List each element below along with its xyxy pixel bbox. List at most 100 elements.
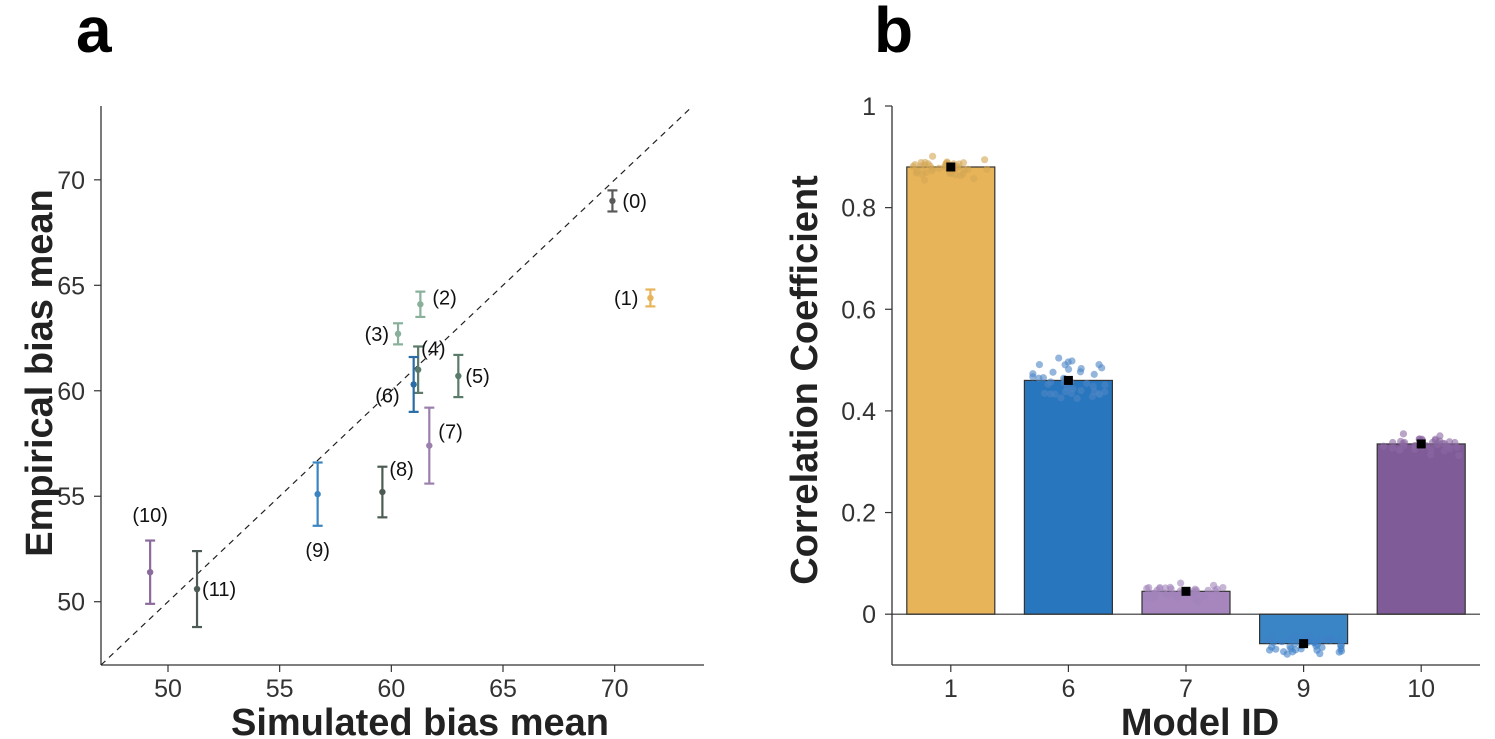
- mean-marker: [1063, 375, 1073, 385]
- scatter-panel: 50 55 60 65 70 50 55 60 65 70 (0) (1) (2) (3) (4) (5) (…: [19, 105, 704, 739]
- sample-dot: [1098, 364, 1106, 372]
- sample-dot: [1064, 365, 1073, 373]
- sample-dot: [1316, 636, 1325, 644]
- sample-dot: [1029, 373, 1037, 381]
- sample-dot: [1172, 593, 1181, 601]
- sample-dot: [981, 156, 989, 164]
- data-point-group: (2): [415, 287, 457, 319]
- sample-dot: [1073, 394, 1081, 403]
- sample-dot: [1090, 370, 1098, 378]
- sample-dot: [1035, 374, 1043, 382]
- sample-dot: [1455, 451, 1463, 460]
- data-point-group: (6): [375, 355, 419, 413]
- y-tick-label: 0: [862, 601, 876, 629]
- mean-marker: [1416, 439, 1426, 449]
- panel-b-letter: b: [874, 0, 913, 66]
- data-point: [394, 330, 402, 338]
- bar-group: 1: [906, 152, 996, 703]
- sample-dot: [983, 165, 991, 173]
- point-label: (0): [622, 191, 646, 213]
- sample-dot: [1322, 636, 1330, 644]
- y-tick-label: 0.6: [841, 296, 876, 324]
- y-tick-label: 0.8: [841, 195, 876, 223]
- sample-dot: [1055, 354, 1063, 362]
- data-point: [146, 568, 154, 576]
- sample-dot: [1283, 650, 1291, 658]
- sample-dot: [1278, 638, 1286, 646]
- point-label: (3): [365, 324, 389, 346]
- data-point-group: (7): [424, 406, 463, 485]
- sample-dot: [1263, 636, 1272, 644]
- sample-dot: [1436, 432, 1444, 440]
- y-tick-label: 0.2: [841, 500, 876, 528]
- data-point-group: (11): [192, 549, 236, 629]
- point-label: (10): [132, 505, 168, 527]
- sample-dot: [1399, 430, 1408, 438]
- sample-dot: [913, 167, 921, 176]
- sample-dot: [920, 176, 929, 184]
- sample-dot: [935, 164, 943, 172]
- x-tick-label: 9: [1297, 675, 1311, 703]
- sample-dot: [1399, 439, 1407, 447]
- sample-dot: [1035, 361, 1044, 369]
- y-tick-label: 65: [57, 272, 85, 300]
- y-tick-label: 55: [57, 483, 85, 511]
- identity-line: [100, 105, 694, 666]
- sample-dot: [1305, 631, 1314, 639]
- sample-dot: [1047, 390, 1055, 398]
- x-tick-label: 70: [601, 675, 629, 703]
- panel-a-y-title: Empirical bias mean: [19, 189, 61, 557]
- x-tick-label: 60: [377, 675, 405, 703]
- point-label: (9): [305, 540, 329, 562]
- sample-dot: [1145, 583, 1153, 592]
- bar: [906, 166, 996, 615]
- sample-dot: [1069, 385, 1077, 393]
- sample-dot: [1312, 642, 1320, 650]
- sample-dot: [1192, 589, 1201, 597]
- x-tick-label: 55: [266, 675, 294, 703]
- sample-dot: [1427, 451, 1435, 459]
- sample-dot: [1077, 386, 1085, 395]
- sample-dot: [1204, 586, 1212, 594]
- bar-group: 10: [1376, 430, 1466, 703]
- mean-marker: [1181, 586, 1191, 596]
- y-tick-label: 1: [862, 93, 876, 121]
- sample-dot: [1337, 645, 1345, 653]
- point-label: (1): [614, 288, 638, 310]
- panel-b-x-title: Model ID: [1121, 702, 1279, 739]
- point-label: (4): [421, 339, 445, 361]
- sample-dot: [928, 165, 936, 173]
- sample-dot: [1291, 632, 1300, 640]
- sample-dot: [1177, 579, 1185, 587]
- x-tick-label: 7: [1179, 675, 1193, 703]
- sample-dot: [1044, 380, 1052, 388]
- bar-panel: 0 0.2 0.4 0.6 0.8 1 1 6 7 9 10 Model ID Correlati…: [784, 93, 1480, 739]
- sample-dot: [1443, 442, 1452, 451]
- point-label: (6): [375, 385, 399, 407]
- data-point: [609, 197, 616, 205]
- sample-dot: [970, 175, 978, 183]
- x-tick-label: 10: [1407, 675, 1435, 703]
- sample-dot: [922, 168, 930, 177]
- sample-dot: [924, 160, 932, 168]
- sample-dot: [964, 165, 972, 173]
- sample-dot: [1379, 442, 1388, 450]
- sample-dot: [1153, 586, 1161, 594]
- data-point: [426, 442, 433, 449]
- bar: [1376, 443, 1466, 615]
- sample-dot: [959, 159, 968, 167]
- sample-dot: [1219, 583, 1227, 592]
- sample-dot: [1194, 598, 1202, 606]
- point-label: (5): [465, 366, 489, 388]
- sample-dot: [1389, 438, 1397, 447]
- data-point-group: (9): [305, 461, 330, 562]
- data-point: [314, 490, 321, 498]
- sample-dot: [1453, 443, 1461, 451]
- bar-group: 9: [1258, 613, 1349, 703]
- data-point: [379, 488, 386, 496]
- y-tick-label: 50: [57, 589, 85, 617]
- sample-dot: [1269, 630, 1278, 638]
- data-point-group: (4): [413, 339, 446, 394]
- sample-dot: [1089, 382, 1097, 390]
- panel-a-letter: a: [76, 0, 112, 66]
